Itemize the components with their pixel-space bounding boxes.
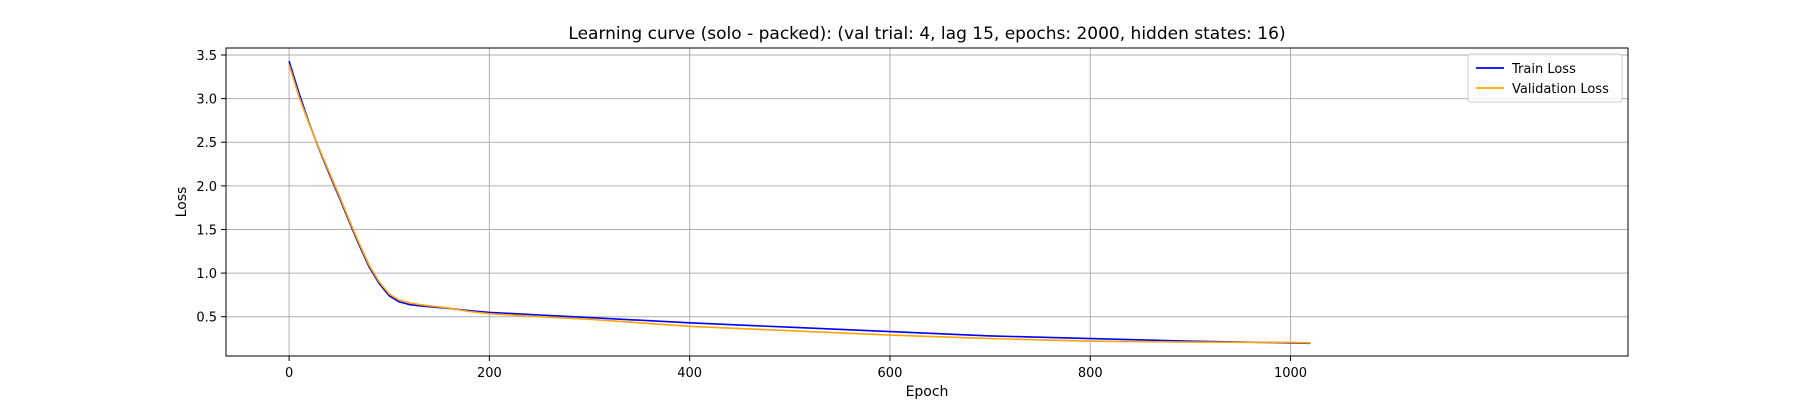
y-tick-label: 2.5 xyxy=(196,136,217,151)
grid-layer xyxy=(226,48,1628,356)
legend: Train Loss Validation Loss xyxy=(1467,53,1623,103)
x-tick-label: 400 xyxy=(677,366,702,381)
x-tick-label: 800 xyxy=(1078,366,1103,381)
chart-title: Learning curve (solo - packed): (val tri… xyxy=(568,24,1285,44)
y-tick-label: 3.5 xyxy=(196,49,217,64)
series-line-train-loss xyxy=(288,60,1311,345)
legend-box xyxy=(1467,53,1623,103)
plot-frame xyxy=(225,47,1629,357)
legend-label: Validation Loss xyxy=(1512,82,1609,97)
y-tick-label: 0.5 xyxy=(196,311,217,326)
x-tick-label: 200 xyxy=(477,366,502,381)
ticks-layer: 0 200 400 600 800 1000 0.5 1.0 1.5 2.0 2.5 3.0 3.5 xyxy=(196,49,1307,381)
y-tick-label: 3.0 xyxy=(196,93,217,108)
y-tick-label: 1.0 xyxy=(196,267,217,282)
x-tick-label: 600 xyxy=(878,366,903,381)
y-tick-label: 1.5 xyxy=(196,223,217,238)
y-tick-label: 2.0 xyxy=(196,180,217,195)
series-layer xyxy=(288,60,1311,345)
y-axis-label: Loss xyxy=(174,187,190,218)
x-axis-label: Epoch xyxy=(906,384,949,400)
x-tick-label: 0 xyxy=(285,366,293,381)
legend-label: Train Loss xyxy=(1511,62,1576,77)
x-tick-label: 1000 xyxy=(1274,366,1307,381)
series-line-validation-loss xyxy=(288,64,1311,344)
